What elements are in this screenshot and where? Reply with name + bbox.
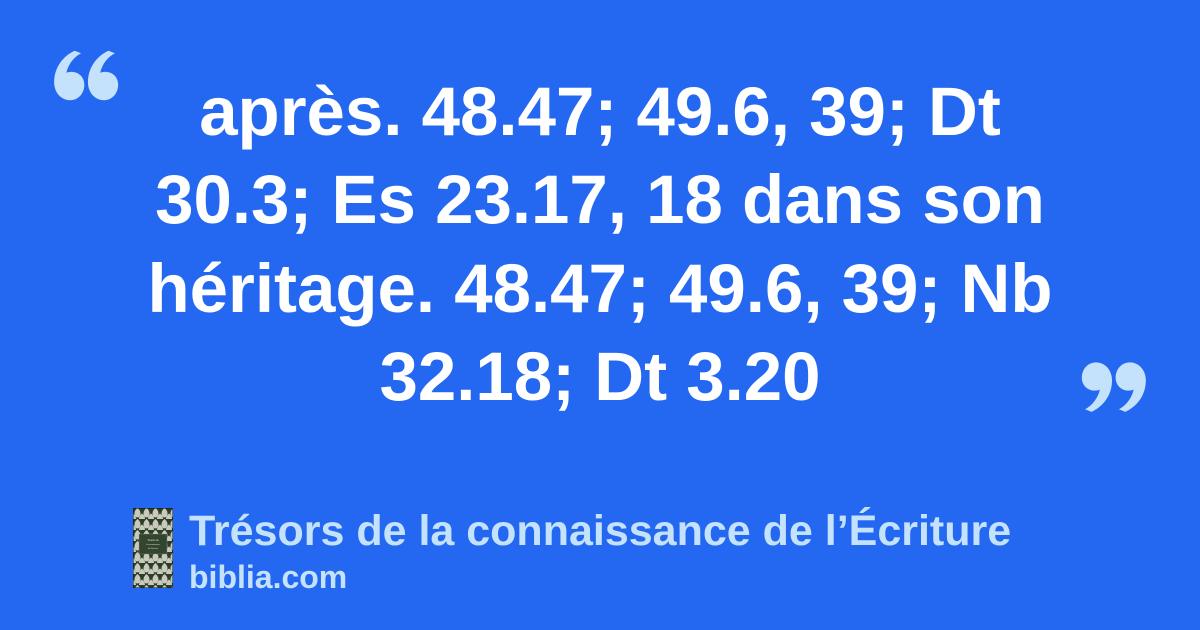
svg-text:Tresors de: Tresors de xyxy=(147,539,159,542)
svg-text:de l'Ecriture: de l'Ecriture xyxy=(148,547,158,550)
svg-text:la connaissance: la connaissance xyxy=(146,544,160,546)
